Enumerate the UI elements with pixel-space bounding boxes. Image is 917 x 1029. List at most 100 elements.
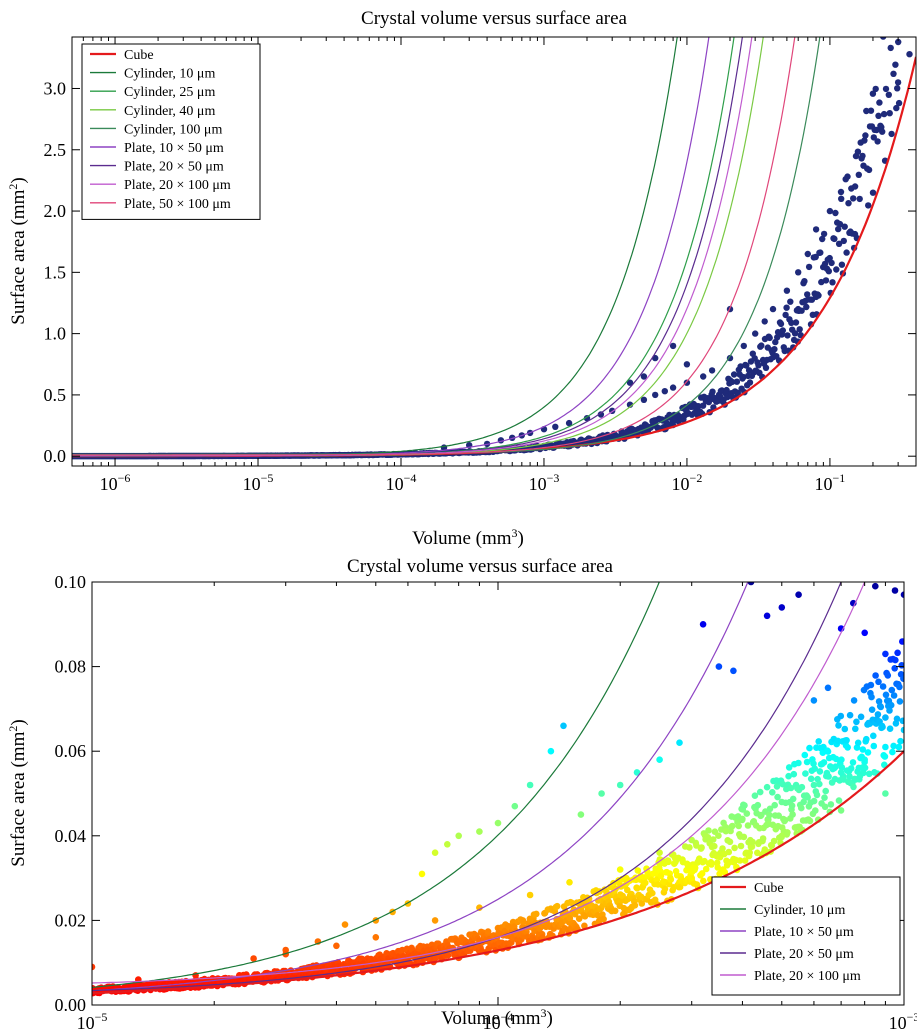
scatter-point [838, 261, 846, 268]
scatter-point [779, 780, 787, 788]
scatter-point [778, 798, 786, 806]
scatter-point [903, 27, 909, 33]
scatter-point [756, 788, 764, 796]
scatter-point [886, 707, 893, 714]
scatter-point [868, 706, 876, 713]
legend-entry: Plate, 10 × 50 μm [124, 141, 224, 156]
scatter-point [900, 675, 904, 682]
scatter-point [708, 367, 716, 374]
scatter-point [730, 667, 737, 675]
scatter-point [676, 739, 683, 746]
scatter-point [631, 902, 639, 909]
legend-entry: Cylinder, 10 μm [754, 903, 845, 918]
y-tick-label: 0.10 [55, 572, 87, 592]
scatter-point [810, 781, 818, 789]
scatter-point [731, 844, 738, 852]
scatter-point [854, 148, 862, 155]
scatter-point [782, 311, 789, 319]
scatter-point [887, 44, 894, 52]
chart-1-legend: Cube Cylinder, 10 μm Cylinder, 25 μm Cylind… [81, 43, 261, 220]
scatter-point [856, 195, 863, 203]
legend-entry: Plate, 10 × 50 μm [754, 925, 854, 940]
scatter-point [811, 765, 818, 772]
scatter-point [884, 16, 890, 22]
scatter-point [827, 801, 835, 808]
scatter-point [777, 320, 785, 328]
scatter-point [801, 278, 808, 285]
scatter-point [796, 326, 803, 333]
scatter-point [640, 396, 648, 403]
scatter-point [879, 683, 887, 690]
scatter-point [880, 110, 888, 118]
scatter-point [816, 780, 823, 788]
scatter-point [775, 812, 782, 819]
scatter-point [431, 849, 439, 856]
scatter-point [520, 918, 527, 926]
scatter-point [789, 811, 796, 818]
scatter-point [778, 604, 786, 611]
scatter-point [788, 802, 796, 809]
scatter-point [816, 768, 824, 775]
scatter-point [533, 910, 540, 918]
scatter-point [877, 703, 885, 711]
scatter-point [691, 864, 699, 872]
scatter-point [683, 361, 691, 368]
scatter-point [774, 334, 781, 341]
scatter-point [867, 107, 875, 114]
scatter-point [859, 746, 867, 753]
chart-2-y-axis-label: Surface area (mm2) [6, 719, 29, 866]
scatter-point [698, 870, 706, 877]
scatter-point [772, 338, 779, 346]
x-tick-label: 10−2 [672, 471, 703, 494]
scatter-point [831, 235, 838, 243]
scatter-point [611, 907, 619, 915]
scatter-point [819, 235, 826, 243]
scatter-point [863, 107, 870, 115]
scatter-point [822, 787, 829, 795]
scatter-point [755, 362, 762, 369]
scatter-point [889, 0, 895, 6]
scatter-point [669, 384, 677, 391]
scatter-point [699, 621, 707, 628]
scatter-point [783, 287, 791, 294]
chart-1-y-axis-label: Surface area (mm2) [6, 177, 29, 324]
scatter-point [741, 802, 748, 809]
scatter-point [577, 811, 585, 818]
series-line-plate-50-100-m [72, 37, 796, 456]
scatter-point [822, 277, 830, 284]
legend-entry: Plate, 20 × 100 μm [754, 969, 861, 984]
scatter-point [444, 841, 451, 848]
scatter-point [867, 681, 875, 689]
scatter-point [781, 816, 789, 824]
scatter-point [900, 591, 904, 598]
scatter-point [868, 693, 875, 701]
scatter-point [806, 744, 813, 752]
scatter-point [709, 836, 717, 843]
scatter-point [766, 334, 773, 342]
y-tick-label: 2.5 [44, 140, 67, 160]
scatter-point [746, 379, 754, 386]
scatter-point [812, 293, 820, 301]
scatter-point [906, 2, 912, 8]
scatter-point [825, 773, 832, 780]
scatter-point [860, 769, 867, 777]
scatter-point [695, 403, 702, 410]
scatter-point [484, 928, 492, 935]
scatter-point [826, 254, 833, 262]
scatter-point [875, 678, 882, 686]
scatter-point [879, 723, 886, 731]
scatter-point [795, 591, 802, 598]
chart-2-x-axis-label: Volume (mm3) [441, 1006, 553, 1029]
scatter-point [810, 760, 817, 767]
scatter-point [770, 837, 778, 845]
y-tick-label: 0.5 [44, 385, 67, 405]
scatter-point [759, 835, 767, 842]
scatter-point [803, 303, 810, 311]
scatter-point [778, 832, 786, 840]
scatter-point [832, 755, 840, 763]
scatter-point [851, 183, 859, 190]
scatter-point [769, 789, 776, 796]
scatter-point [766, 811, 773, 819]
scatter-point [864, 749, 872, 756]
scatter-point [835, 225, 842, 233]
